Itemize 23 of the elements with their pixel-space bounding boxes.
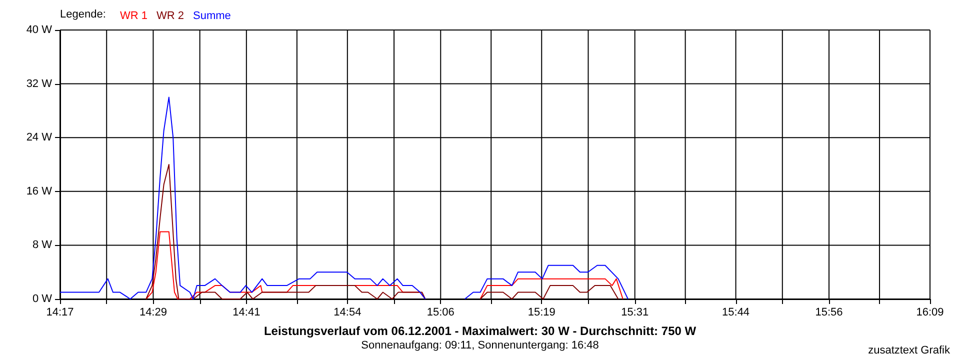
x-tick-label: 15:44: [722, 306, 750, 318]
text: WR 1: [120, 10, 148, 22]
x-tick-label: 15:19: [528, 306, 556, 318]
x-tick-label: 15:31: [621, 306, 649, 318]
text: Sonnenaufgang: 09:11, Sonnenuntergang: 16:48: [361, 340, 599, 352]
text: WR 2: [156, 10, 184, 22]
text: Summe: [193, 10, 231, 22]
x-tick-label: 16:09: [916, 306, 944, 318]
y-tick-label: 40 W: [26, 24, 53, 36]
y-tick-label: 24 W: [26, 132, 53, 144]
x-tick-label: 14:17: [46, 306, 74, 318]
x-tick-label: 14:41: [232, 306, 260, 318]
y-tick-label: 8 W: [32, 239, 53, 252]
x-tick-label: 15:06: [426, 306, 454, 318]
y-tick-label: 0 W: [32, 293, 53, 305]
x-tick-label: 15:56: [815, 306, 843, 318]
text: zusatztext Grafik: [868, 344, 950, 356]
x-tick-label: 14:54: [334, 306, 362, 318]
y-tick-label: 32 W: [26, 78, 53, 90]
y-tick-label: 16 W: [26, 185, 53, 198]
text: Leistungsverlauf vom 06.12.2001 - Maximalwert: 30 W - Durchschnitt: 750 W: [264, 324, 697, 338]
x-tick-label: 14:29: [139, 306, 167, 318]
legend-title: Legende:: [60, 8, 106, 20]
